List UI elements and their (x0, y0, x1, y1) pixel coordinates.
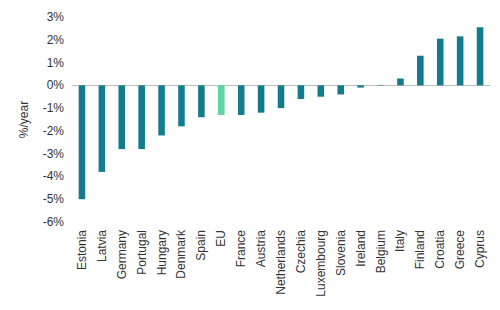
svg-text:EU: EU (214, 230, 228, 247)
svg-text:Germany: Germany (115, 230, 129, 279)
svg-text:Netherlands: Netherlands (274, 230, 288, 295)
svg-text:Portugal: Portugal (135, 230, 149, 275)
svg-text:-6%: -6% (43, 215, 65, 229)
svg-text:-2%: -2% (43, 124, 65, 138)
svg-text:2%: 2% (47, 33, 65, 47)
svg-text:Hungary: Hungary (155, 230, 169, 275)
svg-text:Spain: Spain (194, 230, 208, 261)
svg-text:Italy: Italy (393, 230, 407, 252)
svg-text:%/year: %/year (17, 101, 31, 138)
svg-text:Finland: Finland (413, 230, 427, 269)
svg-text:3%: 3% (47, 10, 65, 24)
svg-text:Austria: Austria (254, 230, 268, 268)
svg-text:Greece: Greece (453, 230, 467, 270)
svg-text:Denmark: Denmark (174, 229, 188, 279)
svg-text:1%: 1% (47, 56, 65, 70)
svg-text:Croatia: Croatia (433, 230, 447, 269)
svg-text:Slovenia: Slovenia (334, 230, 348, 276)
svg-text:-1%: -1% (43, 101, 65, 115)
svg-text:Latvia: Latvia (95, 230, 109, 262)
svg-text:-4%: -4% (43, 169, 65, 183)
svg-text:-5%: -5% (43, 192, 65, 206)
svg-text:Cyprus: Cyprus (473, 230, 487, 268)
svg-text:-3%: -3% (43, 147, 65, 161)
svg-text:Czechia: Czechia (294, 230, 308, 274)
svg-text:Luxembourg: Luxembourg (314, 230, 328, 297)
svg-text:Estonia: Estonia (75, 230, 89, 270)
svg-text:Belgium: Belgium (374, 230, 388, 273)
svg-text:France: France (234, 230, 248, 268)
svg-text:Ireland: Ireland (354, 230, 368, 267)
svg-text:0%: 0% (47, 78, 65, 92)
